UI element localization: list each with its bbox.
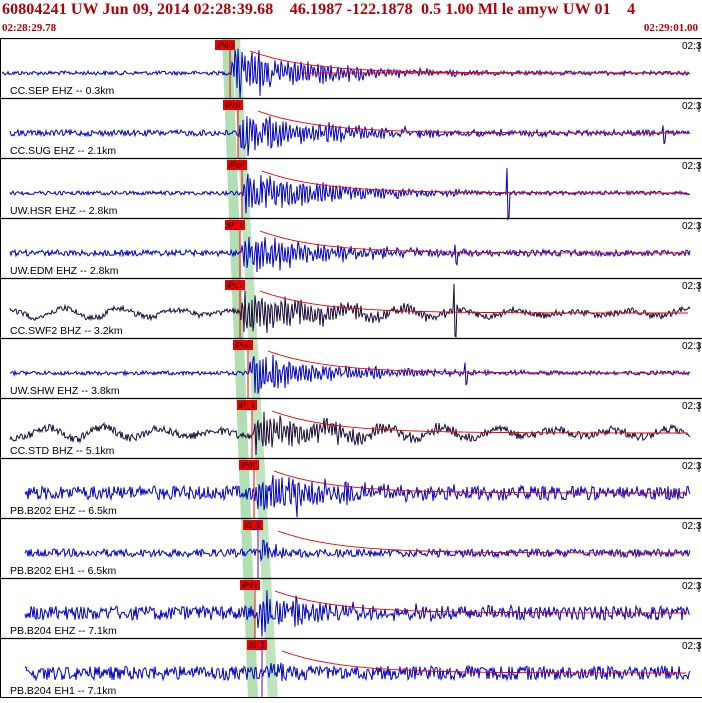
pick-box xyxy=(239,460,259,470)
seismogram-svg: iPd0 02:3 CC.SEP EHZ -- 0.3km iPc0 02:3 CC.SU… xyxy=(0,37,702,698)
coda-curve xyxy=(259,230,688,254)
trace-panel[interactable]: iPd0 02:3 CC.SEP EHZ -- 0.3km xyxy=(0,37,702,99)
pick-label: iPd0 xyxy=(241,461,258,470)
pick-label: iS_1 xyxy=(249,641,266,650)
p-window-band xyxy=(222,38,258,698)
station-label: CC.STD BHZ -- 5.1km xyxy=(10,445,115,457)
station-label: CC.SWF2 BHZ -- 3.2km xyxy=(10,325,123,337)
pick-box xyxy=(227,160,247,170)
station-label: UW.SHW EHZ -- 3.8km xyxy=(10,385,120,397)
pick-label: iP_1 xyxy=(227,221,244,230)
trace-panel[interactable]: iPd0 02:3 PB.B202 EHZ -- 6.5km xyxy=(0,457,702,518)
pick-box xyxy=(247,640,267,650)
trace-panel[interactable]: iPc0 02:3 UW.SHW EHZ -- 3.8km xyxy=(0,337,702,398)
station-label: PB.B204 EHZ -- 7.1km xyxy=(10,625,117,637)
waveform xyxy=(9,236,691,273)
coda-curve xyxy=(259,290,688,314)
waveform xyxy=(24,539,691,562)
phase-pick-marker[interactable]: iPd1 xyxy=(240,580,260,590)
waveform xyxy=(9,283,691,338)
trace-panel[interactable]: iPc0 02:3 CC.SUG EHZ -- 2.1km xyxy=(0,97,702,158)
phase-pick-marker[interactable]: iP_1 xyxy=(225,220,245,230)
start-time-label: 02:28:29.78 xyxy=(2,22,57,34)
seismogram-panel[interactable]: iPd0 02:3 CC.SEP EHZ -- 0.3km iPc0 02:3 CC.SU… xyxy=(0,37,702,698)
pick-label: iPc0 xyxy=(225,101,241,110)
station-label: UW.HSR EHZ -- 2.8km xyxy=(10,205,118,217)
time-tick-label: 02:3 xyxy=(682,401,702,412)
pick-label: iPc1 xyxy=(227,281,243,290)
time-tick-label: 02:3 xyxy=(682,281,702,292)
trace-panel[interactable]: iPc0 02:3 UW.HSR EHZ -- 2.8km xyxy=(0,157,702,221)
station-label: CC.SEP EHZ -- 0.3km xyxy=(10,85,114,97)
coda-curve xyxy=(273,470,686,494)
phase-pick-marker[interactable]: iPc0 xyxy=(223,100,243,110)
pick-box xyxy=(225,280,245,290)
event-title: 60804241 UW Jun 09, 2014 02:28:39.68 46.… xyxy=(2,1,636,18)
phase-pick-marker[interactable]: iPd0 xyxy=(239,460,259,470)
coda-curve xyxy=(249,50,686,74)
pick-label: iS_1 xyxy=(245,521,262,530)
pick-label: iPd1 xyxy=(242,581,259,590)
pick-label: iPd0 xyxy=(217,41,234,50)
s-window-band xyxy=(232,38,278,698)
waveform xyxy=(24,475,691,518)
trace-panel[interactable]: iS_1 02:3 PB.B202 EH1 -- 6.5km xyxy=(0,517,702,578)
station-label: PB.B202 EHZ -- 6.5km xyxy=(10,505,117,517)
pick-box xyxy=(240,580,260,590)
phase-pick-marker[interactable]: iPc0 xyxy=(233,340,253,350)
waveform xyxy=(9,411,691,456)
trace-panel[interactable]: iP_1 02:3 UW.EDM EHZ -- 2.8km xyxy=(0,217,702,278)
trace-panel[interactable]: iP_1 02:3 CC.STD BHZ -- 5.1km xyxy=(0,397,702,458)
waveform xyxy=(9,354,691,394)
header: 60804241 UW Jun 09, 2014 02:28:39.68 46.… xyxy=(0,0,702,38)
pick-box xyxy=(225,220,245,230)
pick-label: iPc0 xyxy=(235,341,251,350)
time-tick-label: 02:3 xyxy=(682,521,702,532)
trace-panel[interactable]: iPc1 02:3 CC.SWF2 BHZ -- 3.2km xyxy=(0,277,702,338)
time-tick-label: 02:3 xyxy=(682,641,702,652)
pick-box xyxy=(237,400,257,410)
station-label: PB.B202 EH1 -- 6.5km xyxy=(10,565,116,577)
coda-curve xyxy=(277,530,686,554)
station-label: UW.EDM EHZ -- 2.8km xyxy=(10,265,119,277)
coda-curve xyxy=(267,350,688,374)
phase-pick-marker[interactable]: iS_1 xyxy=(247,640,267,650)
time-tick-label: 02:3 xyxy=(682,221,702,232)
waveform xyxy=(24,662,691,682)
time-tick-label: 02:3 xyxy=(682,101,702,112)
coda-curve xyxy=(261,170,686,194)
pick-label: iP_1 xyxy=(239,401,256,410)
phase-pick-marker[interactable]: iPd0 xyxy=(215,40,235,50)
time-tick-label: 02:3 xyxy=(682,341,702,352)
station-label: CC.SUG EHZ -- 2.1km xyxy=(10,145,116,157)
station-label: PB.B204 EH1 -- 7.1km xyxy=(10,685,116,697)
pick-box xyxy=(215,40,235,50)
end-time-label: 02:29:01.00 xyxy=(643,22,698,34)
time-tick-label: 02:3 xyxy=(682,161,702,172)
pick-label: iPc0 xyxy=(229,161,245,170)
phase-pick-marker[interactable]: iPc1 xyxy=(225,280,245,290)
coda-curve xyxy=(271,410,688,434)
coda-curve xyxy=(274,590,687,614)
time-tick-label: 02:3 xyxy=(682,461,702,472)
pick-box xyxy=(243,520,263,530)
coda-curve xyxy=(281,650,686,674)
waveform xyxy=(1,48,691,99)
waveform xyxy=(9,116,691,156)
trace-panel[interactable]: iPd1 02:3 PB.B204 EHZ -- 7.1km xyxy=(0,577,702,638)
coda-curve xyxy=(257,110,686,134)
time-tick-label: 02:3 xyxy=(682,41,702,52)
pick-box xyxy=(233,340,253,350)
waveform xyxy=(24,590,691,637)
phase-pick-marker[interactable]: iP_1 xyxy=(237,400,257,410)
phase-pick-marker[interactable]: iPc0 xyxy=(227,160,247,170)
time-tick-label: 02:3 xyxy=(682,581,702,592)
trace-panel[interactable]: iS_1 02:3 PB.B204 EH1 -- 7.1km xyxy=(0,637,702,698)
pick-box xyxy=(223,100,243,110)
phase-pick-marker[interactable]: iS_1 xyxy=(243,520,263,530)
